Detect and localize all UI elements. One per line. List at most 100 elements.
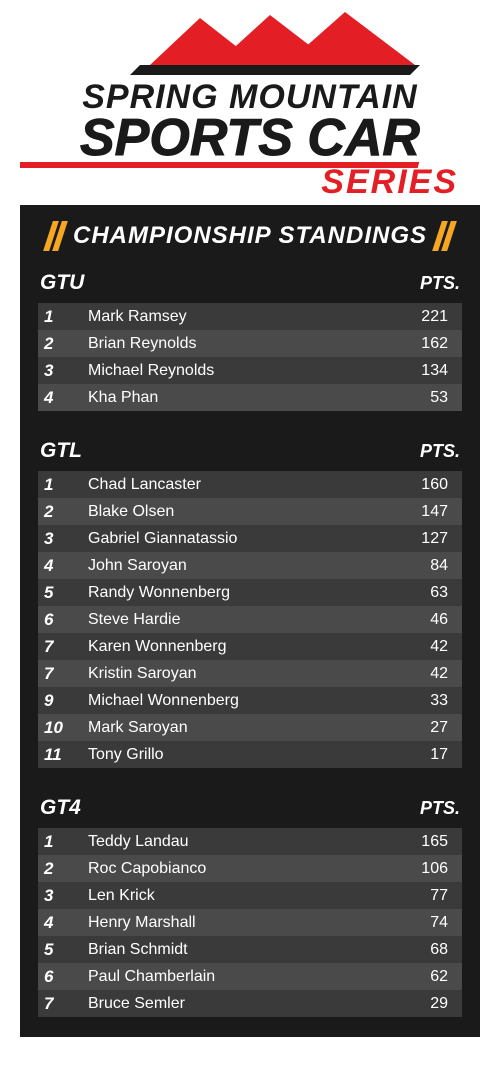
table-row: 5Brian Schmidt68 — [38, 936, 462, 963]
table-row: 6Paul Chamberlain62 — [38, 963, 462, 990]
table-row: 3Gabriel Giannatassio127 — [38, 525, 462, 552]
position: 11 — [38, 745, 78, 765]
table-row: 3Michael Reynolds134 — [38, 357, 462, 384]
points: 68 — [402, 941, 462, 959]
points: 33 — [402, 692, 462, 710]
driver-name: Gabriel Giannatassio — [78, 530, 402, 548]
driver-name: Henry Marshall — [78, 914, 402, 932]
driver-name: Brian Schmidt — [78, 941, 402, 959]
table-row: 3Len Krick77 — [38, 882, 462, 909]
position: 3 — [38, 361, 78, 381]
pts-label: PTS. — [420, 441, 460, 462]
panel-header: CHAMPIONSHIP STANDINGS — [20, 205, 480, 265]
table-row: 6Steve Hardie46 — [38, 606, 462, 633]
position: 7 — [38, 994, 78, 1014]
driver-name: Randy Wonnenberg — [78, 584, 402, 602]
driver-name: Karen Wonnenberg — [78, 638, 402, 656]
section-gtu: GTUPTS.1Mark Ramsey2212Brian Reynolds162… — [20, 265, 480, 411]
points: 29 — [402, 995, 462, 1013]
points: 221 — [402, 308, 462, 326]
pts-label: PTS. — [420, 798, 460, 819]
points: 53 — [402, 389, 462, 407]
points: 74 — [402, 914, 462, 932]
driver-name: Kha Phan — [78, 389, 402, 407]
position: 4 — [38, 913, 78, 933]
points: 17 — [402, 746, 462, 764]
position: 3 — [38, 529, 78, 549]
position: 1 — [38, 832, 78, 852]
driver-name: John Saroyan — [78, 557, 402, 575]
table-row: 2Blake Olsen147 — [38, 498, 462, 525]
class-label: GT4 — [40, 796, 81, 820]
points: 42 — [402, 665, 462, 683]
table-row: 7Kristin Saroyan42 — [38, 660, 462, 687]
table-row: 4Kha Phan53 — [38, 384, 462, 411]
accent-stripes-left — [48, 221, 63, 251]
points: 106 — [402, 860, 462, 878]
driver-name: Roc Capobianco — [78, 860, 402, 878]
class-label: GTL — [40, 439, 82, 463]
logo-svg: SPRING MOUNTAIN SPORTS CAR SERIES — [20, 10, 480, 200]
panel-title: CHAMPIONSHIP STANDINGS — [73, 222, 427, 250]
points: 27 — [402, 719, 462, 737]
position: 1 — [38, 475, 78, 495]
points: 134 — [402, 362, 462, 380]
position: 2 — [38, 334, 78, 354]
section-header: GT4 PTS. — [38, 790, 462, 828]
points: 62 — [402, 968, 462, 986]
section-header: GTL PTS. — [38, 433, 462, 471]
position: 7 — [38, 637, 78, 657]
position: 2 — [38, 502, 78, 522]
points: 160 — [402, 476, 462, 494]
logo-area: SPRING MOUNTAIN SPORTS CAR SERIES — [0, 0, 500, 205]
driver-name: Mark Saroyan — [78, 719, 402, 737]
table-row: 1Teddy Landau165 — [38, 828, 462, 855]
standings-panel: CHAMPIONSHIP STANDINGS GTUPTS.1Mark Rams… — [20, 205, 480, 1037]
table-row: 10Mark Saroyan27 — [38, 714, 462, 741]
accent-stripes-right — [437, 221, 452, 251]
driver-name: Brian Reynolds — [78, 335, 402, 353]
position: 7 — [38, 664, 78, 684]
table-row: 4John Saroyan84 — [38, 552, 462, 579]
table-row: 11Tony Grillo17 — [38, 741, 462, 768]
points: 162 — [402, 335, 462, 353]
driver-name: Tony Grillo — [78, 746, 402, 764]
driver-name: Michael Wonnenberg — [78, 692, 402, 710]
driver-name: Len Krick — [78, 887, 402, 905]
driver-name: Bruce Semler — [78, 995, 402, 1013]
driver-name: Chad Lancaster — [78, 476, 402, 494]
table-row: 5Randy Wonnenberg63 — [38, 579, 462, 606]
section-header: GTUPTS. — [38, 265, 462, 303]
logo-line2: SPORTS CAR — [80, 109, 420, 167]
position: 4 — [38, 388, 78, 408]
points: 84 — [402, 557, 462, 575]
section-gtl: GTLPTS.1Chad Lancaster1602Blake Olsen147… — [20, 433, 480, 768]
driver-name: Blake Olsen — [78, 503, 402, 521]
position: 6 — [38, 967, 78, 987]
table-row: 2Brian Reynolds162 — [38, 330, 462, 357]
points: 42 — [402, 638, 462, 656]
driver-name: Paul Chamberlain — [78, 968, 402, 986]
points: 77 — [402, 887, 462, 905]
points: 46 — [402, 611, 462, 629]
section-gt4: GT4 PTS. 1Teddy Landau165 2Roc Capobianco10… — [20, 790, 480, 1017]
points: 127 — [402, 530, 462, 548]
table-row: 1Chad Lancaster160 — [38, 471, 462, 498]
driver-name: Teddy Landau — [78, 833, 402, 851]
points: 147 — [402, 503, 462, 521]
table-row: 7Bruce Semler29 — [38, 990, 462, 1017]
position: 10 — [38, 718, 78, 738]
driver-name: Kristin Saroyan — [78, 665, 402, 683]
points: 165 — [402, 833, 462, 851]
sections-container: GTUPTS.1Mark Ramsey2212Brian Reynolds162… — [20, 265, 480, 1017]
position: 4 — [38, 556, 78, 576]
position: 9 — [38, 691, 78, 711]
position: 1 — [38, 307, 78, 327]
logo-flags — [130, 12, 420, 75]
position: 5 — [38, 940, 78, 960]
points: 63 — [402, 584, 462, 602]
pts-label: PTS. — [420, 273, 460, 294]
table-row: 7Karen Wonnenberg42 — [38, 633, 462, 660]
table-row: 9Michael Wonnenberg33 — [38, 687, 462, 714]
position: 2 — [38, 859, 78, 879]
